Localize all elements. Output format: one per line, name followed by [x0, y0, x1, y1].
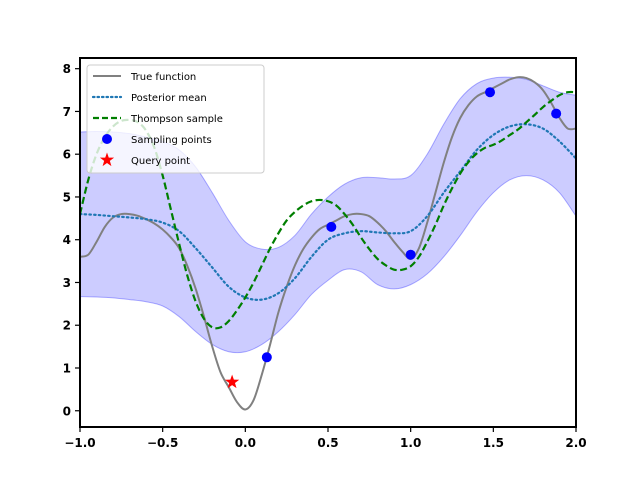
y-tick-label: 5 [63, 190, 71, 204]
plot-area [80, 76, 576, 411]
legend-swatch-query-point [99, 152, 115, 167]
marker-sampling-points [551, 108, 562, 119]
marker-sampling-points [326, 221, 337, 232]
y-tick-label: 0 [63, 404, 71, 418]
y-tick-label: 4 [63, 233, 71, 247]
confidence-band [80, 76, 576, 354]
legend-swatch-sampling-points [102, 134, 112, 144]
x-tick-label: −0.5 [147, 436, 178, 450]
x-tick-label: −1.0 [64, 436, 95, 450]
legend-label-sampling-points: Sampling points [131, 135, 212, 146]
legend-label-query-point: Query point [131, 156, 190, 167]
x-tick-label: 2.0 [565, 436, 586, 450]
y-tick-label: 1 [63, 361, 71, 375]
y-tick-label: 2 [63, 319, 71, 333]
marker-sampling-points [485, 87, 496, 98]
x-tick-label: 1.5 [483, 436, 504, 450]
legend-label-true-function: True function [130, 72, 196, 83]
y-tick-label: 7 [63, 105, 71, 119]
marker-query-point [224, 374, 240, 389]
x-tick-label: 1.0 [400, 436, 421, 450]
series-line-posterior-mean [80, 123, 576, 301]
axes-frame [79, 57, 577, 428]
series-line-thompson-sample [80, 90, 576, 330]
legend: True function Posterior mean Thompson sa… [86, 64, 265, 174]
marker-sampling-points [405, 249, 416, 260]
x-axis-ticks: −1.0 −0.5 0.0 0.5 1.0 1.5 2.0 [64, 427, 587, 450]
y-tick-label: 8 [63, 62, 71, 76]
legend-label-thompson-sample: Thompson sample [130, 114, 223, 125]
y-tick-label: 3 [63, 276, 71, 290]
x-tick-label: 0.0 [235, 436, 256, 450]
marker-sampling-points [261, 352, 272, 363]
legend-label-posterior-mean: Posterior mean [131, 93, 207, 104]
legend-box [86, 64, 265, 174]
y-tick-label: 6 [63, 148, 71, 162]
x-tick-label: 0.5 [317, 436, 338, 450]
